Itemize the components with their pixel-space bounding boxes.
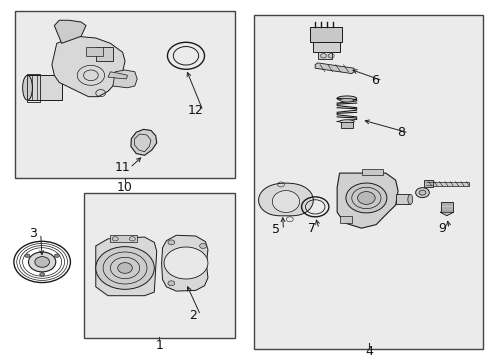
Circle shape (54, 254, 59, 257)
Circle shape (28, 252, 56, 272)
Circle shape (167, 281, 174, 286)
Text: 7: 7 (307, 222, 315, 235)
Bar (15, 12, 234, 179)
Text: 5: 5 (272, 224, 280, 237)
Bar (254, 15, 483, 349)
Polygon shape (423, 180, 432, 187)
Polygon shape (113, 70, 137, 88)
Bar (361, 169, 383, 175)
Circle shape (96, 247, 154, 289)
Circle shape (25, 254, 30, 257)
Ellipse shape (336, 96, 356, 101)
Bar (440, 202, 452, 212)
Circle shape (35, 257, 49, 267)
Text: 12: 12 (187, 104, 203, 117)
Bar (110, 235, 137, 242)
Text: 9: 9 (437, 222, 445, 235)
Polygon shape (161, 235, 207, 291)
Text: 1: 1 (155, 339, 163, 352)
Text: 3: 3 (29, 227, 37, 240)
Bar (424, 181, 468, 186)
Polygon shape (258, 183, 313, 216)
Text: 11: 11 (115, 161, 130, 174)
Bar (339, 216, 351, 223)
Circle shape (40, 273, 44, 276)
Circle shape (418, 190, 425, 195)
Text: 2: 2 (189, 309, 197, 322)
Polygon shape (108, 72, 127, 79)
Bar (312, 38, 339, 52)
Bar (340, 122, 352, 128)
Polygon shape (315, 63, 353, 73)
Polygon shape (336, 173, 397, 228)
Ellipse shape (22, 75, 32, 100)
Bar (26, 73, 40, 102)
Text: 6: 6 (370, 74, 378, 87)
Circle shape (118, 263, 132, 273)
Polygon shape (54, 20, 86, 43)
Polygon shape (96, 237, 157, 296)
Circle shape (357, 192, 374, 204)
Polygon shape (439, 212, 453, 216)
Polygon shape (131, 129, 157, 155)
Circle shape (415, 188, 428, 198)
Bar (86, 47, 103, 56)
Text: 10: 10 (117, 181, 133, 194)
Bar (27, 75, 61, 100)
Polygon shape (272, 190, 299, 212)
Bar (317, 51, 331, 59)
Circle shape (163, 247, 207, 279)
Circle shape (199, 243, 206, 248)
Bar (83, 193, 234, 338)
Bar (310, 27, 341, 41)
Ellipse shape (339, 120, 353, 123)
Circle shape (167, 240, 174, 245)
Polygon shape (52, 36, 125, 97)
Bar (395, 194, 409, 204)
Text: 8: 8 (397, 126, 405, 139)
Circle shape (345, 183, 386, 213)
Bar (96, 47, 113, 61)
Text: 4: 4 (364, 345, 372, 358)
Ellipse shape (339, 98, 353, 102)
Ellipse shape (407, 194, 412, 204)
